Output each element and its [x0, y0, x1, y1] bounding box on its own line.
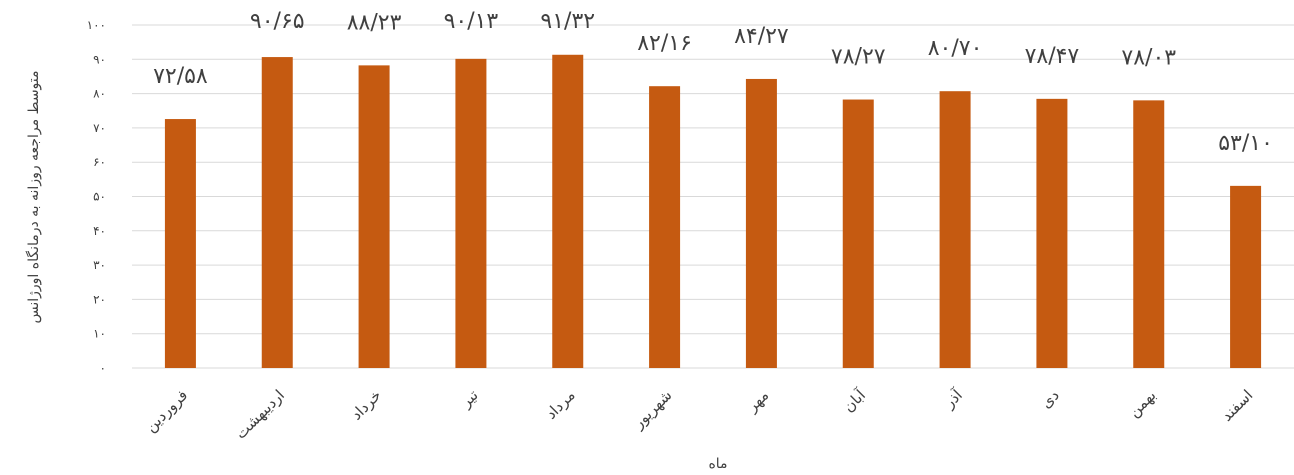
bar: [1036, 98, 1068, 368]
bar: [358, 65, 390, 369]
x-tick-label: دی: [1037, 386, 1063, 412]
data-label: ۷۲/۵۸: [153, 64, 208, 89]
data-label: ۷۸/۰۳: [1121, 45, 1176, 70]
bar: [164, 119, 196, 368]
x-axis-ticks: فروردین اردیبهشت خرداد تیر مرداد شهریور مهر آبا…: [142, 386, 1257, 443]
data-label: ۹۱/۳۲: [540, 9, 595, 34]
y-tick-label: ۰: [100, 361, 106, 375]
data-label: ۸۸/۲۳: [347, 10, 402, 35]
data-label: ۸۴/۲۷: [734, 24, 789, 49]
x-tick-label: اردیبهشت: [232, 386, 288, 442]
y-tick-label: ۱۰: [93, 327, 106, 341]
y-tick-label: ۶۰: [93, 155, 106, 169]
bar: [939, 91, 971, 368]
y-tick-label: ۱۰۰: [87, 18, 106, 32]
x-tick-label: مهر: [742, 386, 772, 416]
y-tick-label: ۴۰: [93, 224, 106, 238]
data-label: ۹۰/۱۳: [444, 9, 499, 34]
data-label: ۷۸/۴۷: [1025, 44, 1080, 69]
x-tick-label: بهمن: [1125, 386, 1160, 421]
x-tick-label: خرداد: [347, 386, 385, 424]
bar: [842, 99, 874, 368]
y-tick-label: ۲۰: [93, 292, 106, 306]
data-label: ۷۸/۲۷: [831, 45, 886, 70]
x-tick-label: فروردین: [142, 386, 192, 436]
x-tick-label: اسفند: [1218, 386, 1257, 425]
x-tick-label: شهریور: [629, 386, 676, 433]
y-axis-ticks: ۰ ۱۰ ۲۰ ۳۰ ۴۰ ۵۰ ۶۰ ۷۰ ۸۰ ۹۰ ۱۰۰: [87, 18, 106, 375]
y-tick-label: ۹۰: [93, 52, 106, 66]
x-tick-label: آذر: [940, 386, 967, 413]
y-tick-label: ۳۰: [93, 258, 106, 272]
bars: [164, 54, 1262, 369]
bar: [261, 57, 293, 369]
y-tick-label: ۸۰: [93, 87, 106, 101]
data-label: ۹۰/۶۵: [250, 9, 305, 34]
bar: [745, 78, 777, 368]
gridlines: [132, 24, 1294, 369]
y-axis-title: متوسط مراجعه روزانه به درمانگاه اورژانس: [25, 70, 42, 323]
bar: [455, 58, 487, 369]
y-tick-label: ۵۰: [93, 190, 106, 204]
bar: [649, 86, 681, 369]
data-label: ۵۳/۱۰: [1218, 131, 1273, 156]
data-label: ۸۰/۷۰: [928, 36, 983, 61]
x-tick-label: تیر: [456, 386, 481, 411]
x-tick-label: مرداد: [542, 386, 579, 423]
y-tick-label: ۷۰: [93, 121, 106, 135]
x-axis-title: ماه: [708, 456, 727, 472]
bar: [1133, 100, 1165, 368]
bar: [1230, 185, 1262, 368]
x-tick-label: آبان: [839, 386, 869, 416]
bar: [552, 54, 584, 368]
data-labels: ۷۲/۵۸ ۹۰/۶۵ ۸۸/۲۳ ۹۰/۱۳ ۹۱/۳۲ ۸۲/۱۶ ۸۴/۲۷ ۷۸/۲۷…: [153, 9, 1273, 156]
data-label: ۸۲/۱۶: [637, 31, 692, 56]
